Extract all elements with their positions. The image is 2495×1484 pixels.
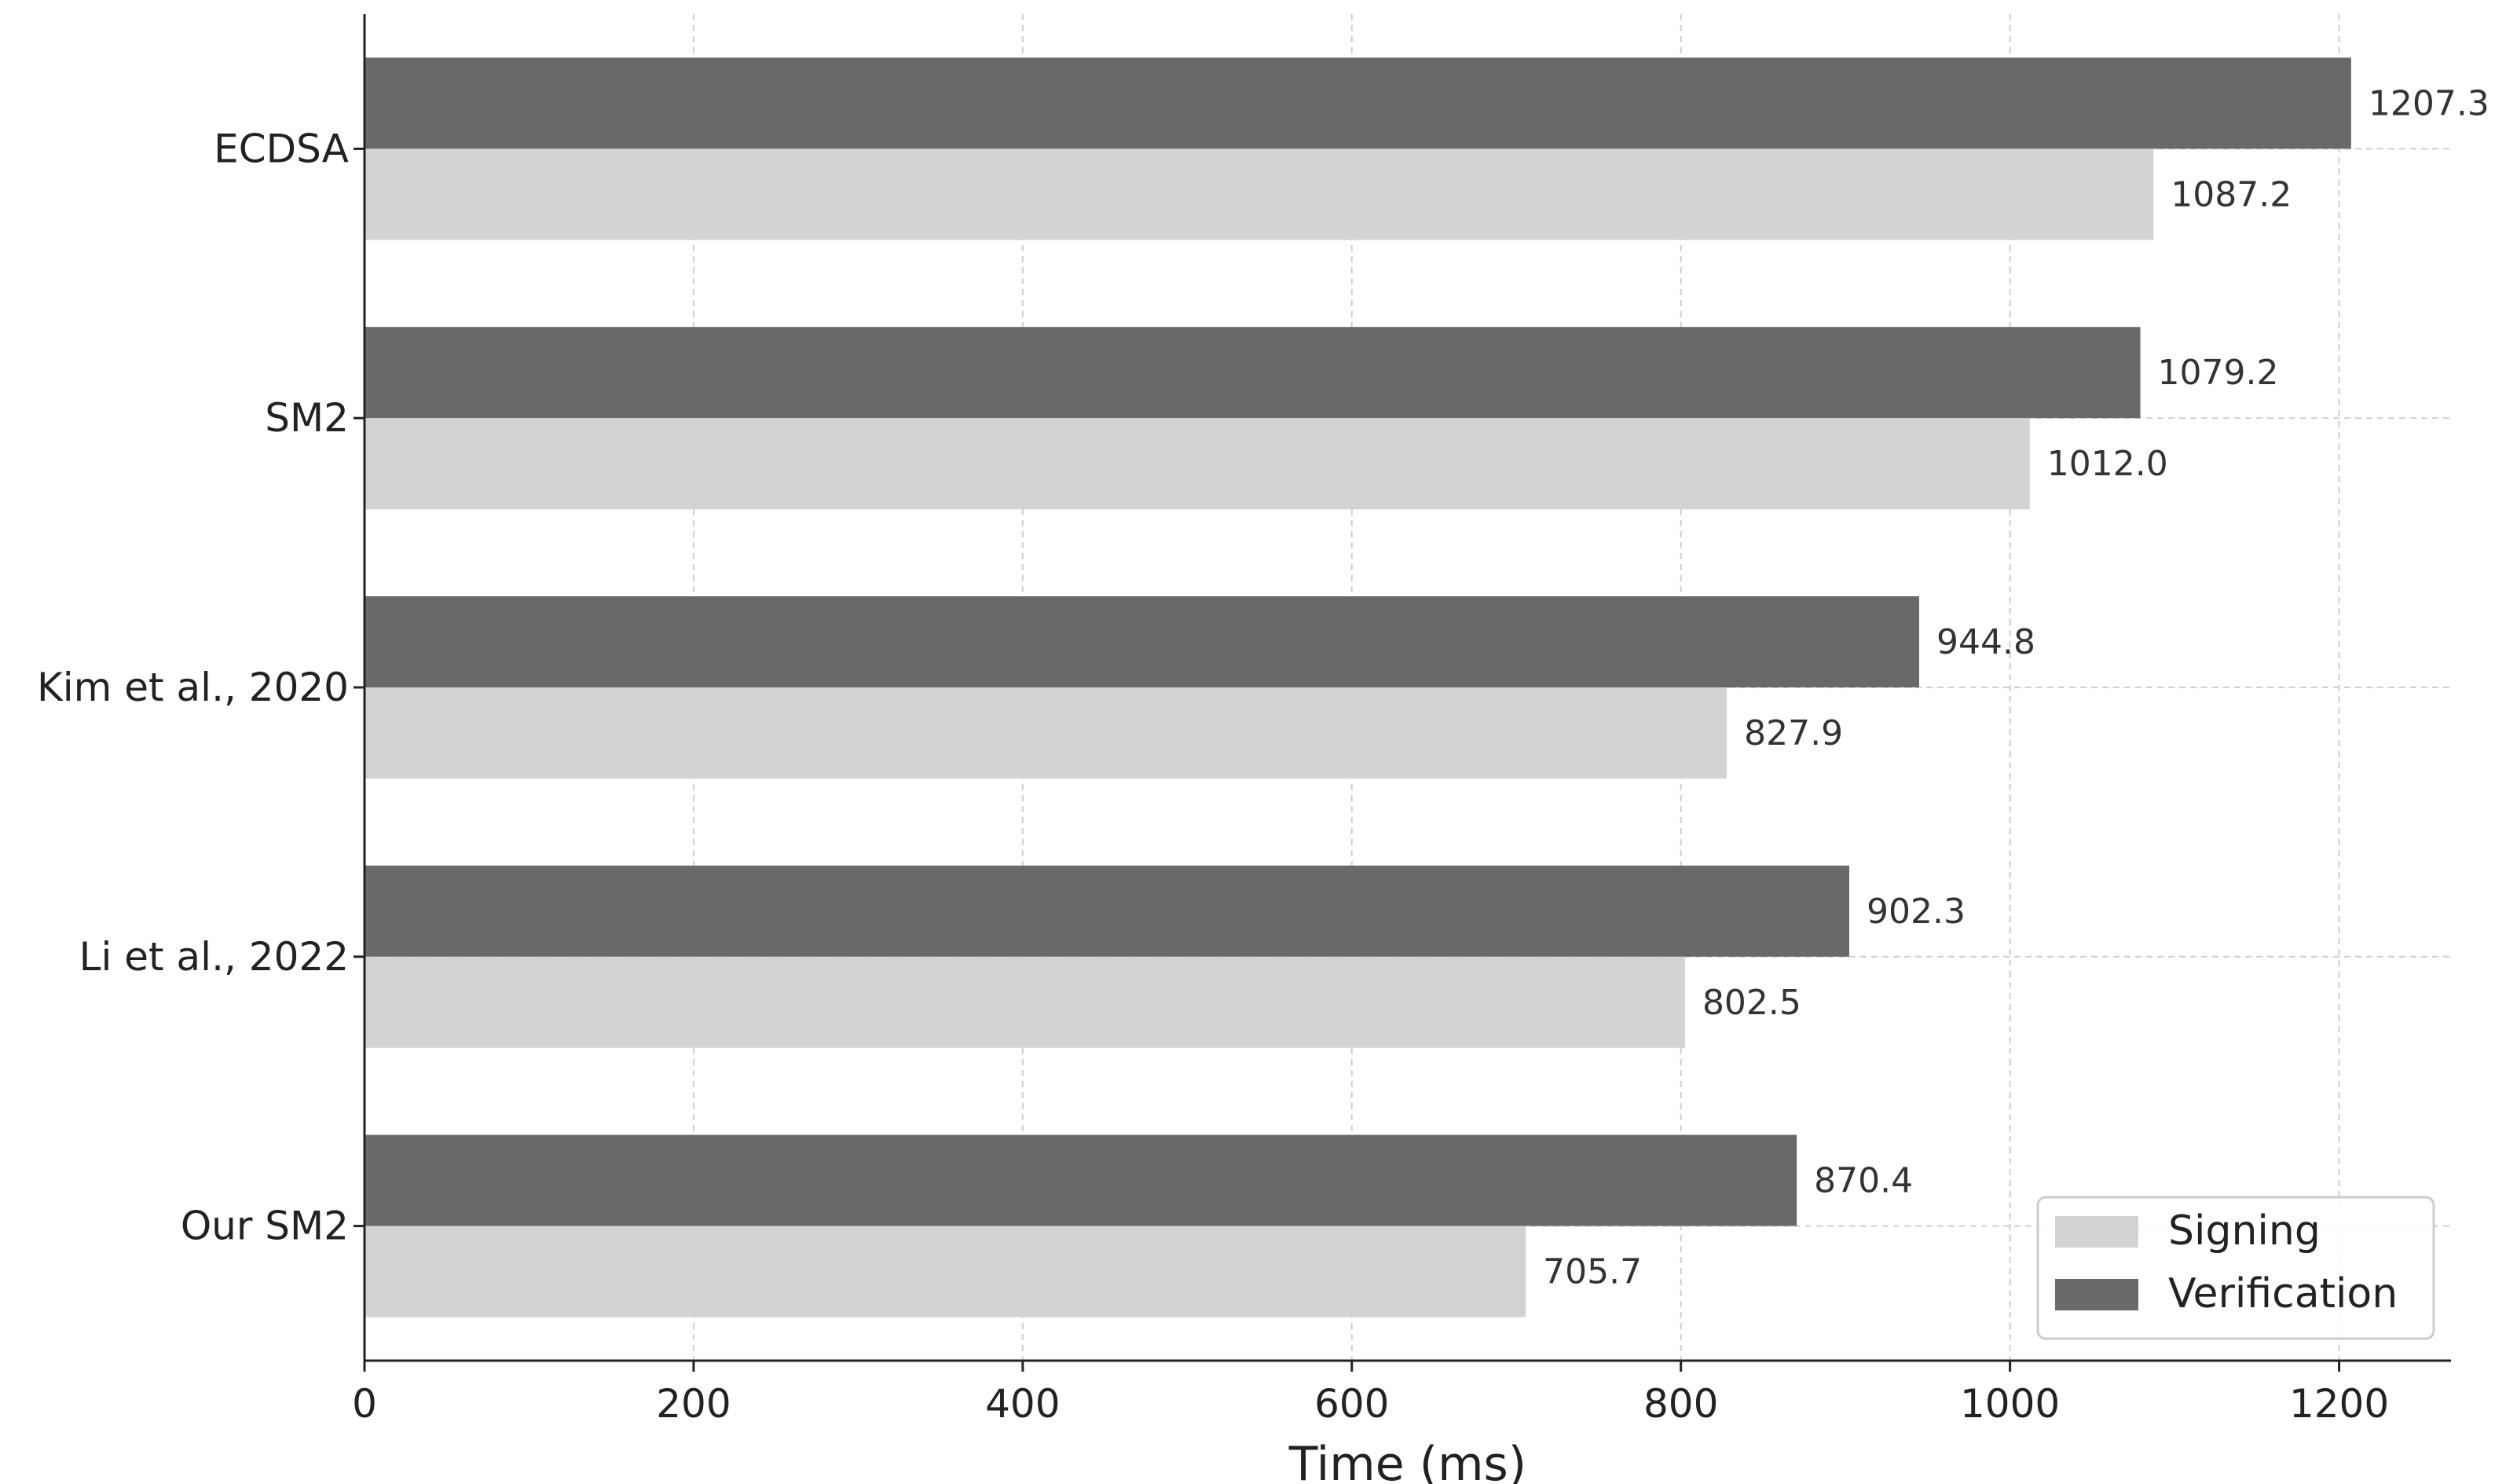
signing-bar	[365, 687, 1727, 779]
signing-value-label: 1087.2	[2171, 174, 2292, 214]
signing-legend-label: Signing	[2168, 1207, 2321, 1255]
x-axis-title: Time (ms)	[1288, 1437, 1526, 1484]
verification-legend-swatch	[2055, 1279, 2138, 1310]
signing-bar	[365, 956, 1685, 1048]
verification-bar	[365, 596, 1920, 687]
verification-bar	[365, 57, 2351, 149]
signing-legend-swatch	[2055, 1216, 2138, 1248]
verification-bar	[365, 865, 1849, 957]
labels: 1207.3 1087.2 ECDSA 1079.2 1012.0 SM2 944.8 827…	[37, 83, 2490, 1484]
signing-bar	[365, 1226, 1526, 1317]
verification-bar	[365, 1134, 1797, 1226]
x-tick-label: 200	[656, 1381, 731, 1427]
verification-value-label: 870.4	[1814, 1161, 1913, 1201]
axes	[354, 14, 2451, 1372]
signing-value-label: 1012.0	[2047, 444, 2168, 484]
x-tick-label: 600	[1314, 1381, 1389, 1427]
bars	[365, 57, 2351, 1317]
x-tick-label: 1200	[2289, 1381, 2389, 1427]
verification-bar	[365, 327, 2141, 419]
category-label: Kim et al., 2020	[37, 665, 349, 710]
signing-value-label: 802.5	[1702, 983, 1801, 1023]
category-label: ECDSA	[214, 126, 349, 171]
verification-value-label: 1079.2	[2158, 353, 2279, 393]
category-label: Li et al., 2022	[79, 934, 349, 980]
category-label: Our SM2	[181, 1204, 349, 1249]
signing-value-label: 705.7	[1543, 1252, 1642, 1292]
verification-value-label: 902.3	[1867, 892, 1966, 932]
category-label: SM2	[265, 395, 349, 441]
x-tick-label: 1000	[1960, 1381, 2060, 1427]
x-tick-label: 800	[1643, 1381, 1718, 1427]
signing-bar	[365, 148, 2154, 240]
x-tick-label: 0	[352, 1381, 377, 1427]
verification-value-label: 944.8	[1936, 622, 2035, 662]
signing-bar	[365, 418, 2030, 510]
legend: Signing Verification	[2036, 1196, 2435, 1340]
verification-legend-label: Verification	[2168, 1270, 2398, 1317]
signing-value-label: 827.9	[1744, 713, 1843, 753]
x-tick-label: 400	[985, 1381, 1060, 1427]
verification-value-label: 1207.3	[2369, 83, 2490, 123]
